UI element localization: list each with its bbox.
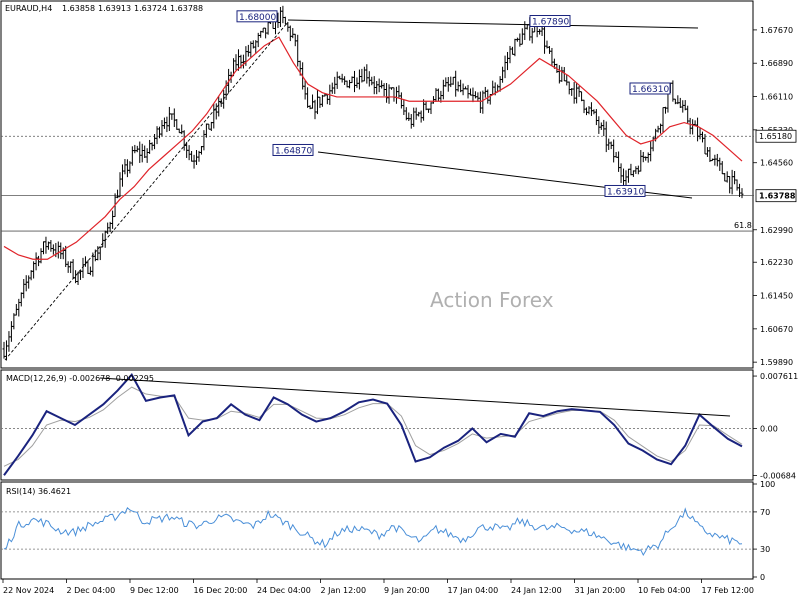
rsi-tick-label: 100 <box>760 480 775 489</box>
level-label-text: 1.67890 <box>532 18 569 28</box>
level-label-text: 1.63910 <box>607 187 644 197</box>
rsi-line <box>3 507 743 556</box>
macd-tick-label: 0.007611 <box>760 372 798 381</box>
x-tick-label: 24 Jan 12:00 <box>511 586 562 595</box>
level-label-box <box>272 143 314 156</box>
price-tick-label: 1.59890 <box>760 358 793 367</box>
time-x-axis: 22 Nov 2024 2 Dec 04:00 9 Dec 12:00 16 Dec … <box>2 579 754 595</box>
x-tick-label: 24 Dec 04:00 <box>257 586 311 595</box>
x-tick-label: 10 Feb 04:00 <box>638 586 690 595</box>
x-tick-label: 31 Jan 20:00 <box>575 586 626 595</box>
open-value: 1.63858 <box>62 4 95 13</box>
macd-signal-line <box>3 386 743 467</box>
level-label-box <box>604 184 646 197</box>
current-price-tag <box>755 189 797 203</box>
close-value: 1.63788 <box>170 4 203 13</box>
macd-trend-line <box>99 377 731 417</box>
hline-price-tag-label: 1.65180 <box>759 132 792 141</box>
macd-tick-label: 0.00 <box>760 424 778 433</box>
price-tick-label: 1.66890 <box>760 59 793 68</box>
price-tick-label: 1.67670 <box>760 26 793 35</box>
rsi-series-layer <box>3 507 743 556</box>
price-header: EURAUD,H4 1.63858 1.63913 1.63724 1.6378… <box>5 4 203 13</box>
x-tick-label: 17 Jan 04:00 <box>448 586 499 595</box>
symbol-label: EURAUD,H4 <box>5 4 52 13</box>
price-tick-label: 1.60670 <box>760 325 793 334</box>
level-label-text: 1.64870 <box>275 146 312 156</box>
rsi-panel-frame <box>0 481 754 580</box>
trend-lines <box>4 19 731 417</box>
level-label-text: 1.68000 <box>239 13 276 23</box>
x-tick-label: 2 Jan 12:00 <box>321 586 367 595</box>
rsi-tick-label: 30 <box>760 545 770 554</box>
level-label-box <box>629 82 671 95</box>
rsi-y-axis: 100 70 30 0 <box>753 480 775 582</box>
macd-y-axis: 0.007611 0.00 -0.00684 <box>753 372 798 481</box>
macd-label: MACD(12,26,9) -0.002678 -0.002295 <box>6 374 154 383</box>
rsi-tick-label: 70 <box>760 508 770 517</box>
price-tick-label: 1.66110 <box>760 93 793 102</box>
level-label-text: 1.66310 <box>632 85 669 95</box>
price-tick-label: 1.62990 <box>760 226 793 235</box>
x-tick-label: 16 Dec 20:00 <box>194 586 248 595</box>
macd-tick-label: -0.00684 <box>760 472 796 481</box>
x-tick-label: 22 Nov 2024 <box>3 586 54 595</box>
fib-level-label: 61.8 <box>734 221 752 230</box>
high-value: 1.63913 <box>98 4 131 13</box>
upper-trend-line <box>287 19 699 29</box>
price-y-axis: 1.676701.668901.661101.653301.645601.629… <box>753 26 797 367</box>
level-label-box <box>529 15 571 28</box>
moving-average-line <box>3 36 743 260</box>
level-labels: 1.68000 1.67890 1.66310 1.64870 1.63910 <box>236 10 671 197</box>
level-label-box <box>236 10 278 23</box>
price-panel-frame <box>0 0 754 369</box>
price-tick-label: 1.61450 <box>760 292 793 301</box>
fib-diagonal-line <box>4 21 289 361</box>
rsi-label: RSI(14) 36.4621 <box>6 487 71 496</box>
price-tick-label: 1.64560 <box>760 159 793 168</box>
x-tick-label: 9 Dec 12:00 <box>130 586 179 595</box>
current-price-label: 1.63788 <box>759 192 796 201</box>
x-tick-label: 2 Dec 04:00 <box>67 586 116 595</box>
watermark: Action Forex <box>430 288 554 312</box>
x-tick-label: 17 Feb 12:00 <box>702 586 754 595</box>
hline-price-tag <box>755 129 797 143</box>
macd-panel-frame <box>0 369 754 481</box>
rsi-tick-label: 0 <box>760 573 765 582</box>
price-tick-label: 1.62230 <box>760 258 793 267</box>
x-tick-label: 9 Jan 20:00 <box>384 586 430 595</box>
low-value: 1.63724 <box>134 4 167 13</box>
